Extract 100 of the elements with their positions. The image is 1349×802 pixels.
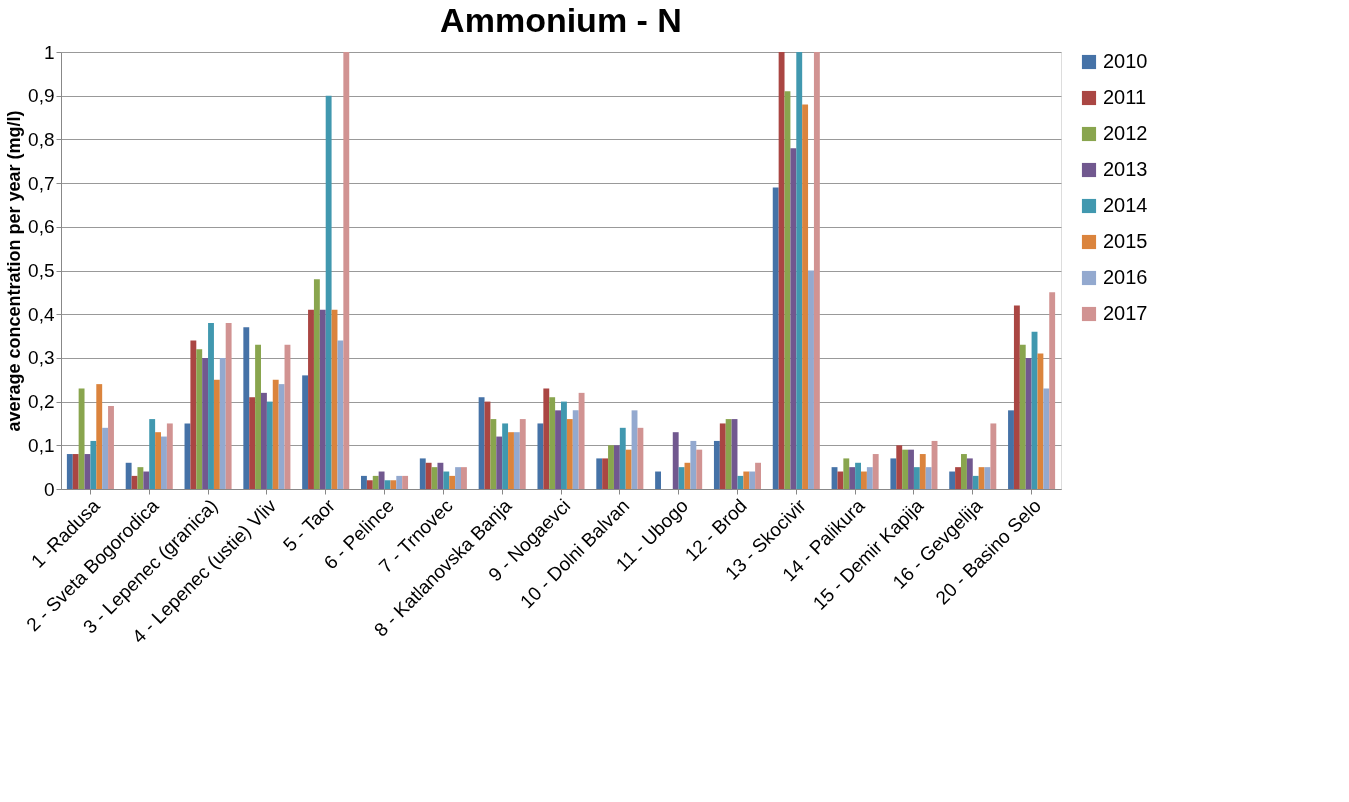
bar	[378, 471, 385, 489]
bar	[955, 467, 961, 489]
bar	[802, 104, 809, 489]
bar	[713, 440, 720, 489]
bar	[637, 427, 644, 489]
bar	[390, 480, 397, 489]
bar	[613, 445, 620, 489]
bar	[337, 340, 344, 489]
bar	[861, 471, 867, 489]
bar	[225, 322, 232, 489]
bar	[143, 471, 150, 489]
chart-title: Ammonium - N	[440, 1, 682, 39]
bar	[502, 423, 509, 489]
bar	[366, 480, 373, 489]
bar	[302, 375, 309, 489]
bar	[149, 419, 156, 489]
bar	[572, 410, 579, 489]
bar	[561, 401, 567, 489]
bar	[772, 187, 779, 489]
bar	[678, 467, 685, 489]
bar	[961, 454, 967, 489]
bar	[625, 449, 632, 489]
bar	[578, 392, 585, 489]
bar	[478, 397, 485, 489]
bar	[361, 475, 367, 489]
bar	[519, 419, 526, 489]
bar	[949, 471, 956, 489]
bar	[808, 270, 814, 489]
y-tick-label: 0,6	[28, 216, 55, 238]
bar	[325, 95, 332, 489]
bar	[343, 52, 350, 489]
bar	[778, 52, 785, 489]
bar	[737, 475, 744, 489]
bar	[919, 454, 926, 489]
bar	[496, 436, 503, 489]
bar	[608, 445, 614, 489]
bar	[161, 436, 167, 489]
bar	[313, 279, 320, 489]
bar	[749, 471, 756, 489]
bar	[437, 462, 444, 489]
bar	[549, 397, 556, 489]
bar	[72, 454, 79, 489]
bar	[196, 349, 203, 489]
bar	[243, 327, 250, 489]
y-tick-label: 0,8	[28, 128, 55, 150]
legend-label: 2016	[1103, 266, 1148, 288]
bar	[219, 357, 226, 489]
bar	[537, 423, 544, 489]
bar	[278, 384, 285, 489]
bar	[513, 432, 520, 489]
bar	[396, 475, 403, 489]
bar	[619, 427, 626, 489]
bar	[66, 454, 73, 489]
bar	[213, 379, 220, 489]
bar	[566, 419, 573, 489]
bar	[372, 475, 379, 489]
bar	[837, 471, 844, 489]
bar	[490, 419, 497, 489]
bar	[1037, 353, 1044, 489]
bar	[166, 423, 173, 489]
bar	[319, 309, 326, 489]
bar	[719, 423, 726, 489]
bar	[908, 449, 914, 489]
bar	[913, 467, 920, 489]
bar	[308, 309, 314, 489]
y-tick-label: 0,7	[28, 172, 55, 194]
bar	[455, 467, 461, 489]
x-tick-label: 5 - Taor	[278, 494, 340, 556]
bar	[508, 432, 514, 489]
bar	[96, 384, 103, 489]
bar	[1008, 410, 1014, 489]
legend-label: 2011	[1103, 86, 1147, 108]
bar	[1043, 388, 1050, 489]
bar	[261, 392, 267, 489]
legend-label: 2017	[1103, 302, 1148, 324]
bar	[108, 405, 114, 489]
bar	[555, 410, 561, 489]
bar	[990, 423, 997, 489]
bar	[855, 462, 861, 489]
legend-label: 2013	[1103, 158, 1148, 180]
bar	[655, 471, 661, 489]
bar	[866, 467, 873, 489]
y-tick-label: 0,9	[28, 85, 55, 107]
y-tick-label: 0,4	[28, 303, 55, 325]
legend-label: 2010	[1103, 50, 1148, 72]
y-axis-title: average concentration per year (mg/l)	[4, 110, 25, 432]
bar	[872, 454, 879, 489]
bar	[602, 458, 609, 489]
bar	[90, 440, 97, 489]
bar	[202, 357, 209, 489]
bar	[978, 467, 985, 489]
bar	[725, 419, 732, 489]
bar	[890, 458, 897, 489]
bar	[743, 471, 750, 489]
bar	[672, 432, 679, 489]
bar	[796, 52, 803, 489]
bar	[272, 379, 279, 489]
bar	[78, 388, 85, 489]
bar	[449, 475, 456, 489]
bar	[755, 462, 761, 489]
